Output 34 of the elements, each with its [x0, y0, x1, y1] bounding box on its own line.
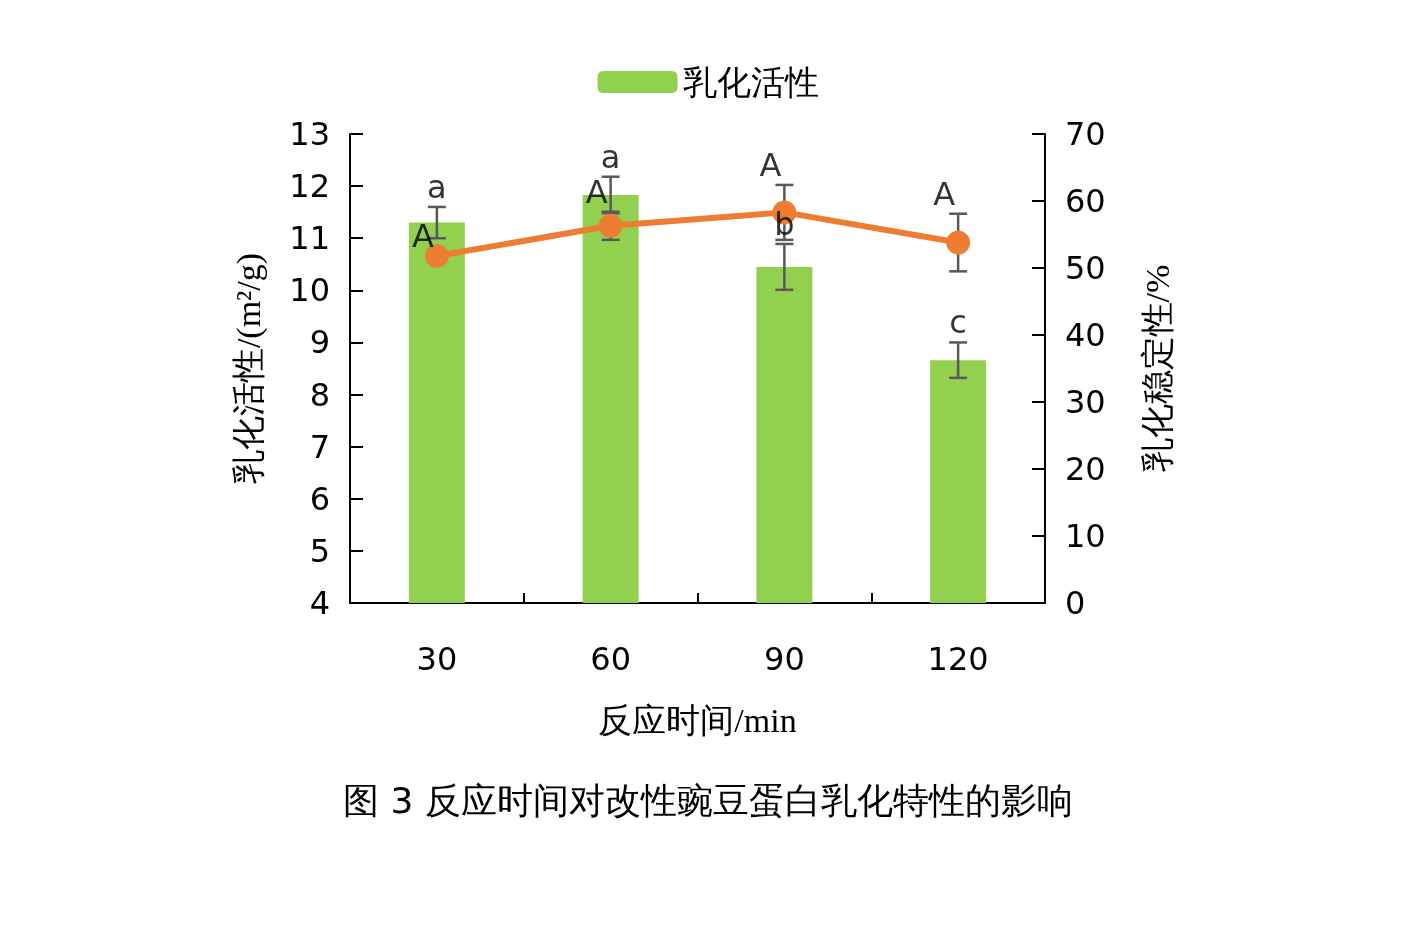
y2-axis-title: 乳化稳定性/% [1138, 264, 1176, 473]
legend-label: 乳化活性 [682, 62, 819, 102]
y2-tick-label: 20 [1065, 450, 1106, 488]
y2-tick-label: 10 [1065, 517, 1106, 555]
point [946, 230, 971, 255]
annotation: a [600, 137, 621, 176]
y2-tick-label: 60 [1065, 182, 1106, 220]
y-tick-label: 8 [309, 375, 330, 414]
annotation: A [759, 145, 782, 184]
y2-tick-label: 30 [1065, 383, 1106, 421]
x-axis-title: 反应时间/min [598, 701, 797, 739]
x-tick-label: 90 [764, 640, 805, 678]
text: 图 3 反应时间对改性豌豆蛋白乳化特性的影响 [343, 779, 1073, 821]
y-axis-title: 乳化活性/(m²/g) [229, 252, 268, 485]
y-tick-label: 13 [289, 115, 330, 153]
y-tick-label: 7 [309, 427, 330, 466]
y-tick-label: 11 [289, 219, 330, 258]
annotation: A [411, 216, 434, 255]
y-tick-label: 6 [309, 479, 330, 518]
y-tick-label: 9 [309, 323, 330, 362]
y-tick-label: 10 [289, 271, 330, 310]
annotation: a [427, 167, 447, 206]
y2-tick-label: 50 [1065, 249, 1106, 287]
annotation: c [949, 303, 967, 342]
y-tick-label: 12 [289, 167, 330, 206]
y2-tick-label: 40 [1065, 316, 1106, 354]
y2-tick-label: 0 [1065, 584, 1086, 622]
y2-tick-label: 70 [1065, 115, 1106, 153]
y-tick-label: 5 [309, 531, 330, 570]
x-tick-label: 120 [927, 640, 989, 678]
y-tick-label: 4 [309, 584, 330, 622]
annotation: A [933, 174, 956, 213]
x-tick-label: 30 [416, 640, 458, 678]
x-tick-label: 60 [590, 640, 631, 678]
